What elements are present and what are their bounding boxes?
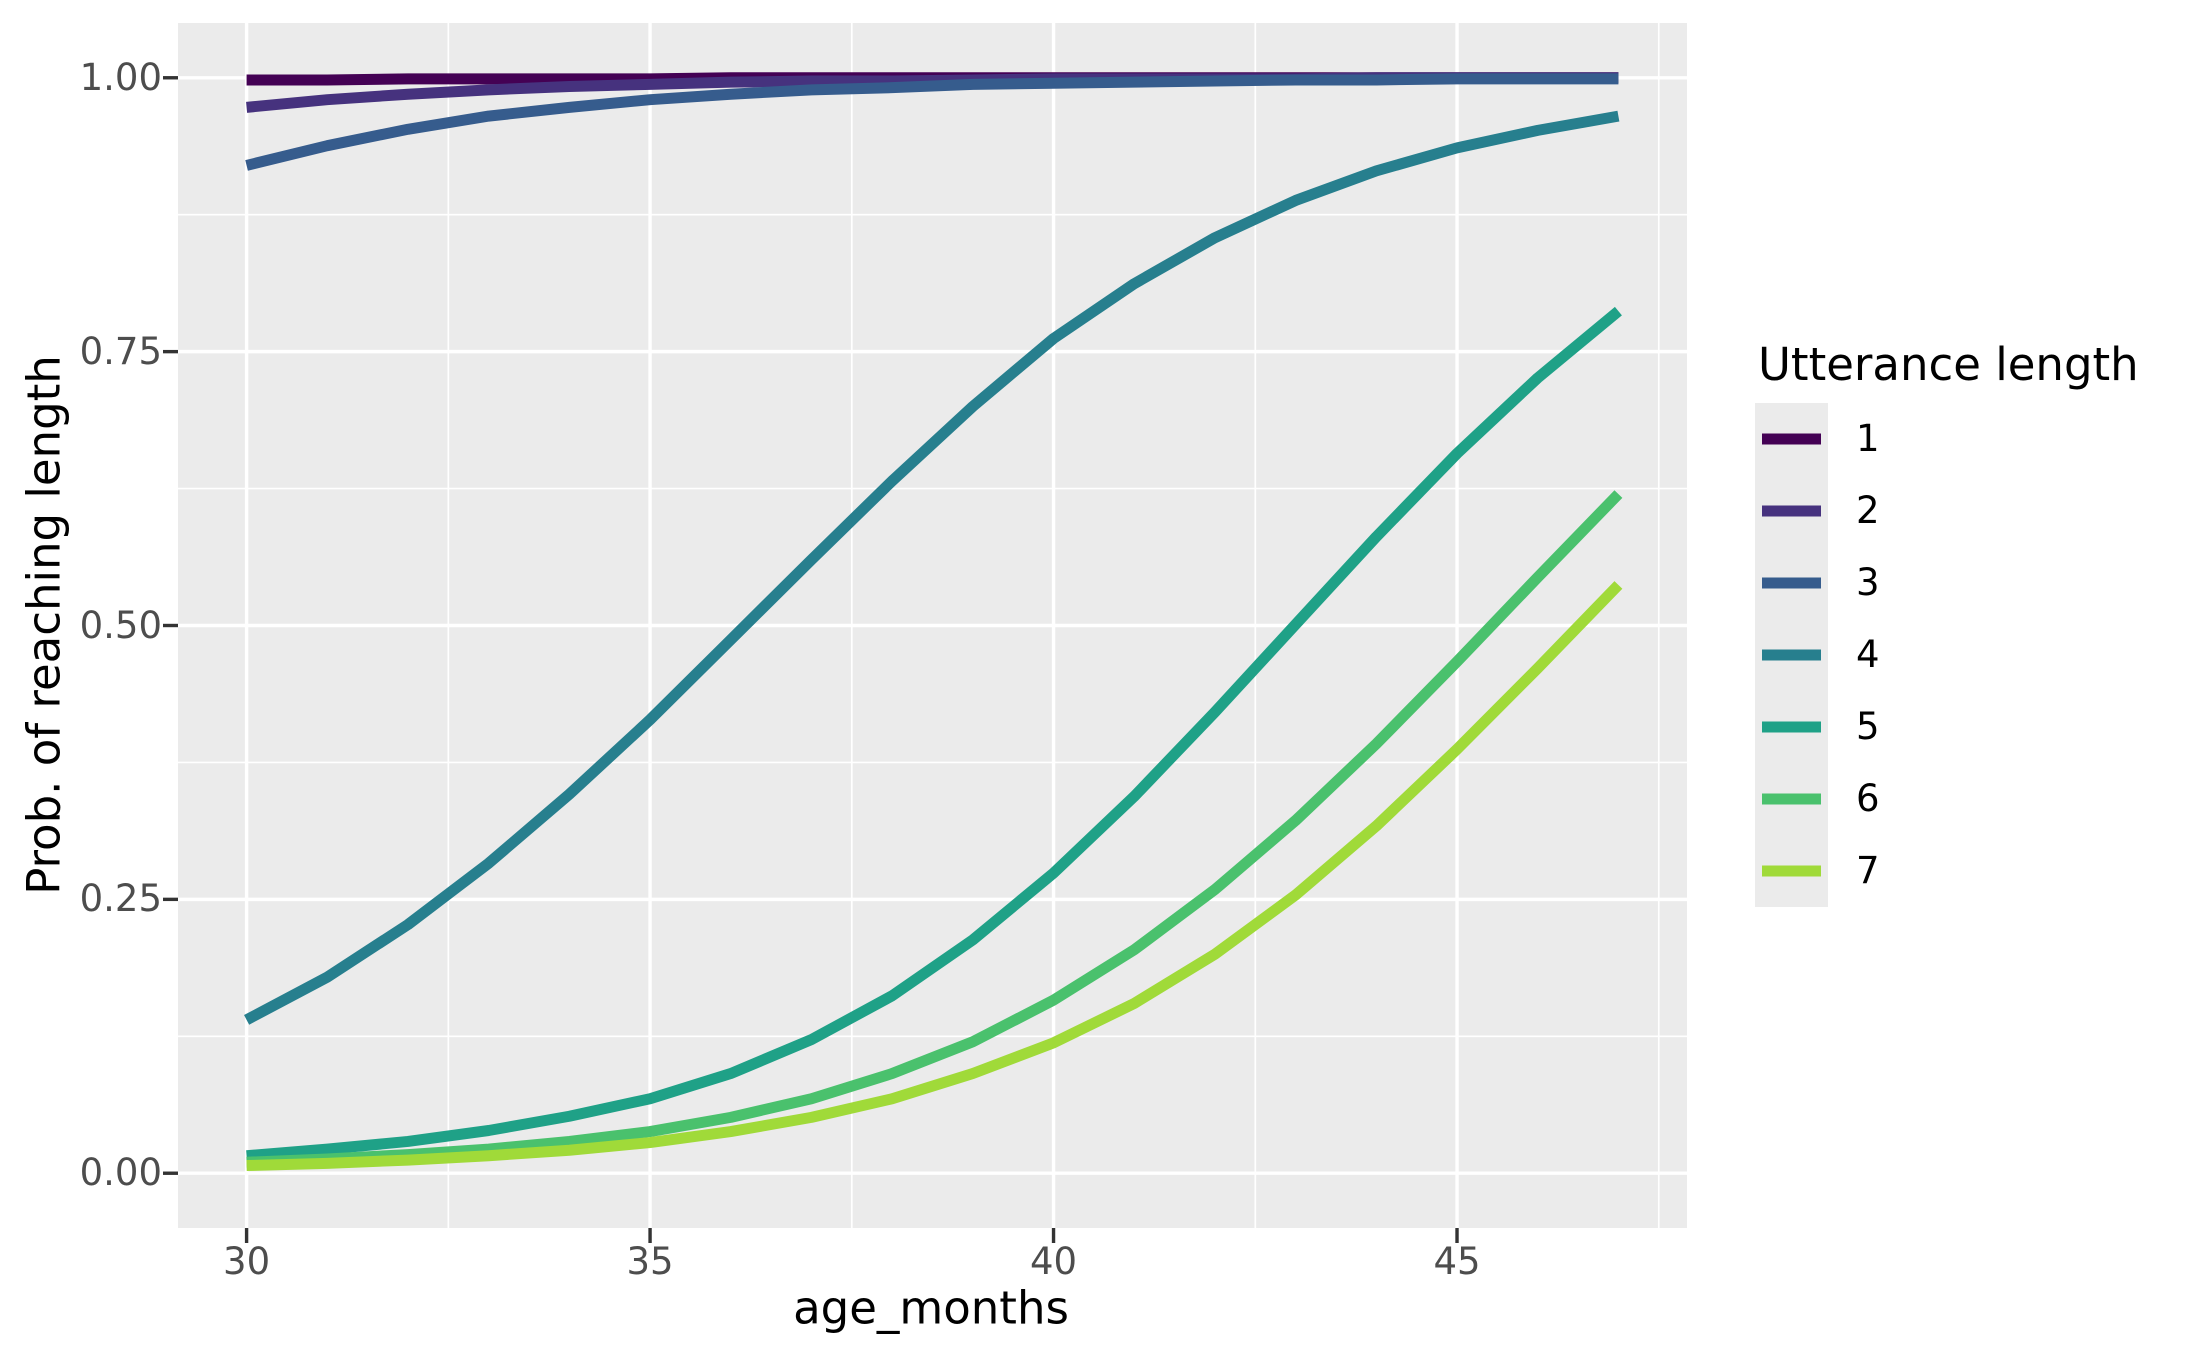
legend-label: 6 bbox=[1856, 777, 1880, 820]
legend-label: 7 bbox=[1856, 849, 1880, 892]
legend-keys: 1 2 3 4 5 6 7 bbox=[1755, 403, 1880, 907]
legend-item-4: 4 bbox=[1755, 619, 1880, 691]
legend-key-line-icon bbox=[1762, 865, 1821, 877]
legend-key-line-icon bbox=[1762, 649, 1821, 661]
legend-key-swatch bbox=[1755, 763, 1828, 835]
legend-key-swatch bbox=[1755, 403, 1828, 475]
x-axis-title: age_months bbox=[793, 1281, 1069, 1335]
legend-key-swatch bbox=[1755, 835, 1828, 907]
legend-label: 5 bbox=[1856, 705, 1880, 748]
legend-key-line-icon bbox=[1762, 505, 1821, 517]
legend-item-3: 3 bbox=[1755, 547, 1880, 619]
legend-key-swatch bbox=[1755, 691, 1828, 763]
legend-label: 4 bbox=[1856, 633, 1880, 676]
legend-item-7: 7 bbox=[1755, 835, 1880, 907]
legend-key-line-icon bbox=[1762, 433, 1821, 445]
series-line-4 bbox=[244, 110, 1620, 1025]
series-line-3 bbox=[245, 73, 1619, 171]
x-tick-label: 35 bbox=[626, 1240, 674, 1283]
legend-item-5: 5 bbox=[1755, 691, 1880, 763]
legend-label: 3 bbox=[1856, 561, 1880, 604]
legend-key-swatch bbox=[1755, 475, 1828, 547]
y-tick-label: 1.00 bbox=[79, 55, 162, 99]
x-tick-label: 45 bbox=[1433, 1240, 1481, 1283]
y-tick-label: 0.50 bbox=[79, 603, 162, 647]
legend-title: Utterance length bbox=[1758, 338, 2139, 391]
legend-item-2: 2 bbox=[1755, 475, 1880, 547]
legend-key-swatch bbox=[1755, 547, 1828, 619]
x-tick-label: 30 bbox=[223, 1240, 271, 1283]
legend-label: 2 bbox=[1856, 489, 1880, 532]
x-tick-label: 40 bbox=[1029, 1240, 1078, 1283]
legend-label: 1 bbox=[1856, 417, 1880, 460]
legend-key-line-icon bbox=[1762, 721, 1821, 733]
legend-item-1: 1 bbox=[1755, 403, 1880, 475]
series-line-6 bbox=[246, 490, 1623, 1168]
series-line-5 bbox=[246, 306, 1622, 1162]
series-line-7 bbox=[246, 581, 1623, 1172]
legend-key-line-icon bbox=[1762, 577, 1821, 589]
legend-key-line-icon bbox=[1762, 793, 1821, 805]
y-tick-label: 0.75 bbox=[79, 329, 162, 373]
y-tick-label: 0.25 bbox=[79, 877, 162, 921]
y-tick-label: 0.00 bbox=[79, 1151, 162, 1195]
legend-key-swatch bbox=[1755, 619, 1828, 691]
legend-item-6: 6 bbox=[1755, 763, 1880, 835]
